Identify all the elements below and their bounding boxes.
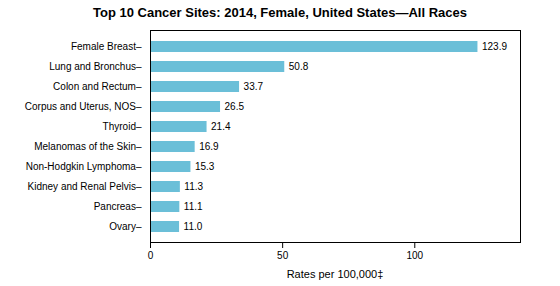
- svg-text:50: 50: [277, 250, 289, 261]
- svg-text:Kidney and Renal Pelvis–: Kidney and Renal Pelvis–: [28, 181, 142, 192]
- svg-text:Colon and Rectum–: Colon and Rectum–: [53, 81, 142, 92]
- svg-text:21.4: 21.4: [211, 121, 231, 132]
- svg-text:Lung and Bronchus–: Lung and Bronchus–: [49, 61, 142, 72]
- svg-text:123.9: 123.9: [482, 41, 507, 52]
- svg-text:11.3: 11.3: [184, 181, 203, 192]
- svg-text:Female Breast–: Female Breast–: [71, 41, 142, 52]
- html-text:Rates per 100,000‡: Rates per 100,000‡: [286, 268, 384, 280]
- html-text:Top 10 Cancer Sites: 2014, Fem: Top 10 Cancer Sites: 2014, Female, Unite…: [93, 5, 467, 20]
- svg-text:50.8: 50.8: [289, 61, 309, 72]
- svg-text:15.3: 15.3: [195, 161, 215, 172]
- svg-text:33.7: 33.7: [244, 81, 264, 92]
- svg-text:Non-Hodgkin Lymphoma–: Non-Hodgkin Lymphoma–: [26, 161, 142, 172]
- svg-text:Pancreas–: Pancreas–: [94, 201, 142, 212]
- svg-text:Ovary–: Ovary–: [109, 221, 142, 232]
- svg-text:100: 100: [406, 250, 423, 261]
- svg-text:Thyroid–: Thyroid–: [103, 121, 142, 132]
- svg-text:0: 0: [148, 250, 154, 261]
- svg-text:11.0: 11.0: [184, 221, 203, 232]
- svg-text:Melanomas of the Skin–: Melanomas of the Skin–: [34, 141, 142, 152]
- svg-text:26.5: 26.5: [225, 101, 245, 112]
- svg-text:Corpus and Uterus, NOS–: Corpus and Uterus, NOS–: [25, 101, 142, 112]
- svg-text:16.9: 16.9: [199, 141, 219, 152]
- svg-text:11.1: 11.1: [184, 201, 203, 212]
